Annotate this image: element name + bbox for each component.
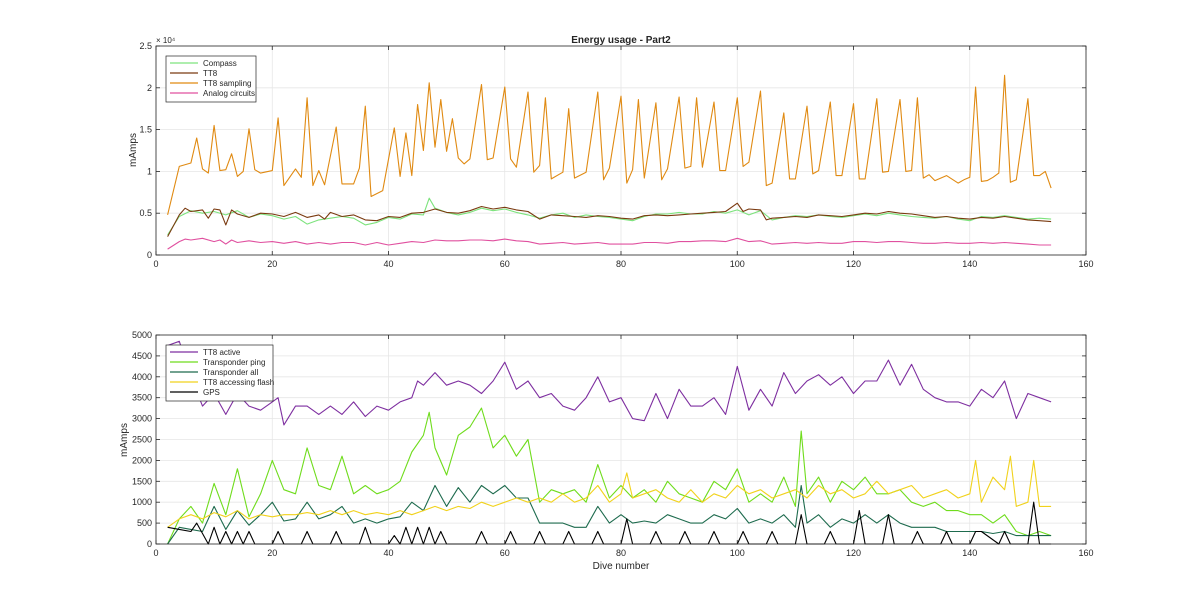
legend-box [165,55,257,103]
x-tick-label: 80 [616,259,626,269]
series-line-tt8-active [167,340,1052,426]
y-tick-label: 500 [137,518,152,528]
x-axis-title: Dive number [593,561,650,572]
y-tick-label: 3000 [132,414,152,424]
ticks: 0 20 40 60 80 100 120 140 160 0 0.5 1 1.5 2 2.5 [139,41,1093,269]
y-tick-label: 2500 [132,435,152,445]
x-tick-label: 20 [267,259,277,269]
y-tick-label: 4500 [132,351,152,361]
x-tick-label: 0 [153,259,158,269]
y-tick-label: 4000 [132,372,152,382]
legend-entry-tt8-accessing-flash: TT8 accessing flash [203,378,274,387]
y-tick-label: 2000 [132,455,152,465]
x-tick-label: 80 [616,548,626,558]
x-tick-label: 0 [153,548,158,558]
x-tick-label: 120 [846,548,861,558]
series-lines [167,340,1052,545]
x-tick-label: 20 [267,548,277,558]
legend-entry-transponder-ping: Transponder ping [203,358,265,367]
legend-entry-analog-circuits: Analog circuits [203,89,255,98]
legend-entry-tt8-active: TT8 active [203,348,241,357]
series-lines [167,74,1052,250]
y-exponent-label: × 10⁴ [156,36,176,45]
x-tick-label: 60 [500,259,510,269]
x-tick-label: 40 [383,259,393,269]
legend-entry-compass: Compass [203,59,237,68]
x-tick-label: 160 [1078,259,1093,269]
legend-entry-gps: GPS [203,388,220,397]
y-tick-label: 0 [147,539,152,549]
legend-entry-tt8: TT8 [203,69,218,78]
series-line-transponder-all [167,484,1052,545]
series-line-analog-circuits [167,237,1052,250]
y-tick-label: 0.5 [139,208,152,218]
series-line-compass [167,197,1052,236]
x-tick-label: 40 [383,548,393,558]
y-tick-label: 1000 [132,497,152,507]
x-tick-label: 140 [962,259,977,269]
x-tick-label: 100 [730,548,745,558]
y-tick-label: 1500 [132,476,152,486]
y-tick-label: 2.5 [139,41,152,51]
legend-entry-transponder-all: Transponder all [203,368,259,377]
series-line-tt8-sampling [167,74,1052,216]
x-tick-label: 140 [962,548,977,558]
y-tick-label: 1.5 [139,125,152,135]
y-axis-title: mAmps [128,133,139,167]
y-tick-label: 3500 [132,393,152,403]
top-energy-chart: 0 20 40 60 80 100 120 140 160 0 0.5 1 1.5 2 2.5 Compass… [139,41,1093,269]
chart-title: Energy usage - Part2 [571,35,671,46]
y-tick-label: 1 [147,166,152,176]
y-tick-label: 5000 [132,330,152,340]
ticks: 0 20 40 60 80 100 120 140 160 0 500 1000 1500 2000 250… [132,330,1094,558]
y-tick-label: 2 [147,83,152,93]
series-line-tt8-accessing-flash [167,455,1052,528]
y-axis-title: mAmps [119,423,130,457]
legend-entry-tt8-sampling: TT8 sampling [203,79,251,88]
bottom-energy-chart: 0 20 40 60 80 100 120 140 160 0 500 1000 1500 2000 250… [132,330,1094,558]
x-tick-label: 100 [730,259,745,269]
y-tick-label: 0 [147,250,152,260]
x-tick-label: 160 [1078,548,1093,558]
series-line-tt8 [167,202,1052,237]
x-tick-label: 120 [846,259,861,269]
x-tick-label: 60 [500,548,510,558]
